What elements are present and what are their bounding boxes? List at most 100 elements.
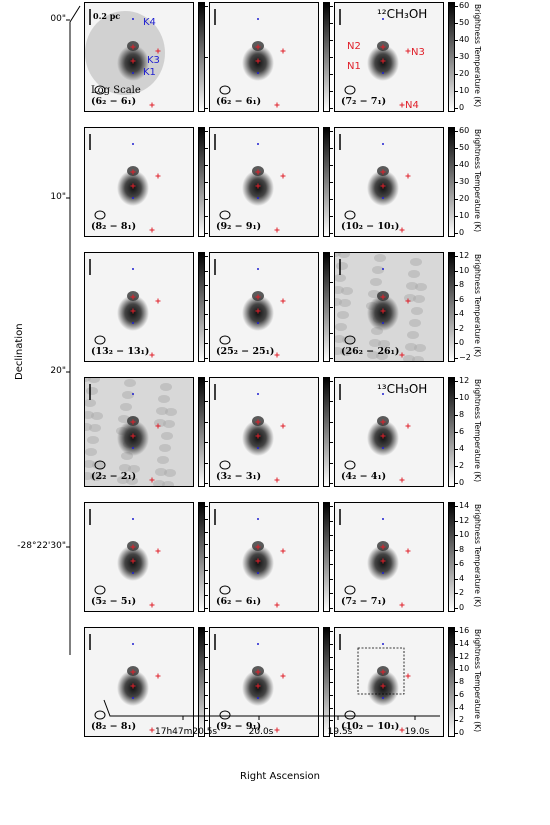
beam-ellipse xyxy=(344,85,356,95)
colorbar-tick-mark xyxy=(455,91,458,92)
source-marker-blue xyxy=(382,697,384,699)
colorbar-tick-label: 8 xyxy=(459,677,465,686)
transition-label: (6₂ − 6₁) xyxy=(216,596,262,607)
colorbar xyxy=(323,252,330,362)
colorbar xyxy=(448,252,455,362)
colorbar-tick-mark xyxy=(205,314,208,316)
colorbar-tick-mark xyxy=(455,520,458,522)
transition-label: (7₂ − 7₁) xyxy=(341,96,387,107)
beam-ellipse xyxy=(344,460,356,470)
colorbar-tick-mark xyxy=(330,694,333,696)
colorbar-tick-mark xyxy=(330,165,333,166)
beam-ellipse xyxy=(219,335,231,345)
colorbar-tick-mark xyxy=(330,91,333,92)
source-marker-blue xyxy=(132,697,134,699)
source-marker-blue xyxy=(382,268,384,270)
noise-blob xyxy=(86,387,98,395)
colorbar-tick-mark xyxy=(330,332,333,334)
map-image xyxy=(339,509,411,608)
map-panel: (6₂ − 6₁) xyxy=(209,2,319,112)
noise-blob xyxy=(90,473,102,481)
colorbar-tick-label: 10 xyxy=(459,86,470,95)
colorbar-tick-mark xyxy=(205,131,208,132)
colorbar-tick-label: 4 xyxy=(459,309,465,319)
colorbar-tick-label: 0 xyxy=(459,338,465,348)
noise-blob xyxy=(372,266,384,274)
colorbar-tick-mark xyxy=(205,682,208,683)
colorbar-tick-mark xyxy=(330,233,333,234)
noise-blob xyxy=(163,420,175,428)
noise-blob xyxy=(409,319,421,327)
transition-label: (7₂ − 7₁) xyxy=(341,596,387,607)
noise-blob xyxy=(128,465,140,473)
colorbar-tick-mark xyxy=(205,483,208,484)
noise-blob xyxy=(87,436,99,444)
colorbar-tick-mark xyxy=(330,669,333,671)
colorbar-tick-mark xyxy=(205,381,208,382)
colorbar xyxy=(323,502,330,612)
colorbar-tick-mark xyxy=(330,483,333,484)
source-marker-blue xyxy=(257,268,259,270)
colorbar-tick-label: 16 xyxy=(459,626,470,635)
x-tick-label: 17h47m20.5s xyxy=(155,727,218,737)
source-label: N1 xyxy=(347,61,361,72)
noise-blob xyxy=(341,287,353,295)
colorbar-tick-mark xyxy=(455,682,458,683)
colorbar-tick-mark xyxy=(330,549,333,551)
colorbar-tick-mark xyxy=(330,707,333,709)
transition-label: (9₂ − 9₁) xyxy=(216,221,262,232)
noise-blob xyxy=(404,294,416,302)
colorbar-tick-mark xyxy=(205,669,208,671)
noise-blob xyxy=(339,299,351,307)
noise-blob xyxy=(335,274,346,282)
noise-blob xyxy=(155,468,167,476)
noise-blob xyxy=(164,469,176,477)
source-label: K4 xyxy=(143,17,156,28)
colorbar-tick-mark xyxy=(455,564,458,566)
colorbar-tick-mark xyxy=(205,518,208,520)
colorbar xyxy=(448,2,455,112)
colorbar-tick-mark xyxy=(455,182,458,183)
colorbar-tick-mark xyxy=(455,40,458,41)
source-label: K3 xyxy=(147,55,160,66)
source-marker-blue xyxy=(132,518,134,520)
colorbar-tick-mark xyxy=(455,285,458,287)
map-panel: (6₂ − 6₁) Log Scale 0.2 pc K4 K3 K1 xyxy=(84,2,194,112)
colorbar-tick-label: 12 xyxy=(459,515,470,525)
map-panel: (10₂ − 10₁) xyxy=(334,127,444,237)
colorbar-tick-mark xyxy=(205,343,208,345)
noise-blob xyxy=(411,307,423,315)
colorbar-tick-mark xyxy=(205,421,208,423)
colorbar-tick-mark xyxy=(205,270,208,272)
colorbar-tick-mark xyxy=(455,432,458,433)
colorbar-tick-mark xyxy=(330,733,333,734)
colorbar-tick-mark xyxy=(205,631,208,632)
colorbar-tick-mark xyxy=(205,216,208,217)
colorbar-tick-mark xyxy=(330,608,333,609)
colorbar-tick-mark xyxy=(330,281,333,283)
colorbar-tick-mark xyxy=(455,549,458,551)
colorbar xyxy=(198,377,205,487)
colorbar-tick-mark xyxy=(330,643,333,645)
noise-blob xyxy=(340,348,352,356)
colorbar-tick-mark xyxy=(205,733,208,734)
colorbar-tick-mark xyxy=(455,669,458,671)
colorbar-tick-mark xyxy=(205,285,208,287)
colorbar-tick-mark xyxy=(330,40,333,41)
noise-blob xyxy=(153,480,165,486)
colorbar-label: Brightness Temperature (K) xyxy=(473,379,482,482)
map-image xyxy=(89,634,161,733)
colorbar-tick-mark xyxy=(205,57,208,58)
noise-blob xyxy=(85,448,97,456)
beam-ellipse xyxy=(219,210,231,220)
colorbar-tick-label: 6 xyxy=(459,427,465,436)
source-marker-blue xyxy=(382,322,384,324)
source-marker-blue xyxy=(382,72,384,74)
zoom-box xyxy=(357,647,405,695)
colorbar-tick-mark xyxy=(455,108,458,109)
colorbar-tick-label: 0 xyxy=(459,478,465,487)
colorbar-tick-mark xyxy=(455,74,458,75)
colorbar-tick-label: 6 xyxy=(459,294,465,304)
colorbar-tick-mark xyxy=(455,199,458,200)
colorbar-tick-mark xyxy=(205,506,208,507)
